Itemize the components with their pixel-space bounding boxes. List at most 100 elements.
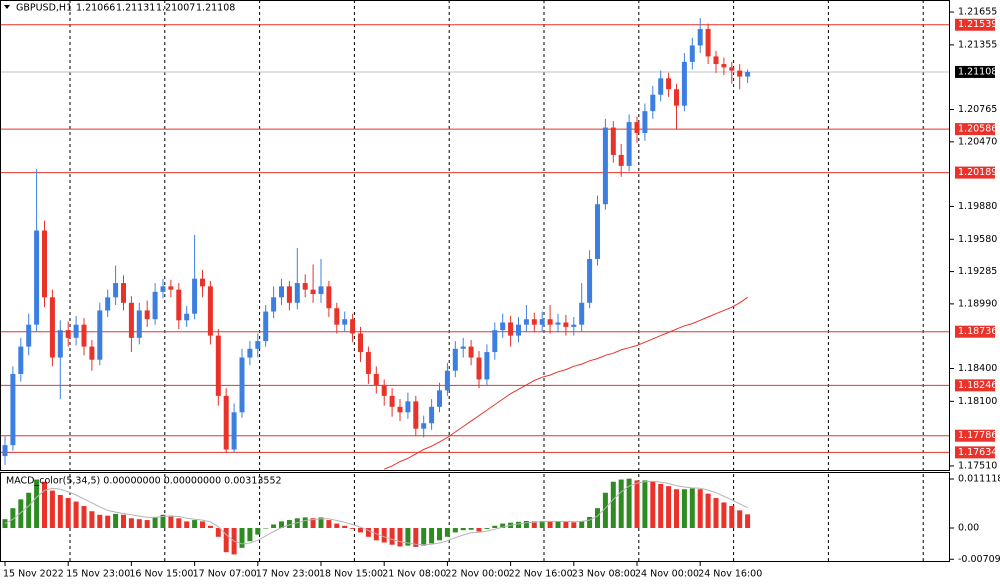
macd-bar bbox=[539, 520, 545, 528]
macd-bar bbox=[587, 516, 593, 528]
macd-bar bbox=[65, 498, 71, 528]
candle-body bbox=[247, 348, 253, 358]
candle-body bbox=[81, 324, 87, 347]
candle-body bbox=[168, 286, 174, 290]
candle-body bbox=[105, 297, 111, 311]
menu-arrow[interactable] bbox=[4, 5, 10, 9]
candle-body bbox=[587, 258, 593, 303]
level-label-box bbox=[955, 18, 995, 31]
macd-bar bbox=[697, 489, 703, 528]
macd-bar bbox=[97, 514, 103, 528]
y-tick-label: 0.00 bbox=[958, 522, 979, 533]
candle-body bbox=[571, 324, 577, 327]
candle-body bbox=[389, 395, 395, 407]
candle-body bbox=[468, 346, 474, 358]
moving-average bbox=[384, 296, 748, 470]
candle-body bbox=[302, 283, 308, 290]
macd-bar bbox=[168, 515, 174, 528]
macd-bar bbox=[634, 480, 640, 528]
candle-body bbox=[207, 286, 213, 336]
candle-body bbox=[705, 29, 711, 57]
candle-body bbox=[460, 346, 466, 349]
candle-body bbox=[602, 127, 608, 205]
candle-body bbox=[626, 122, 632, 166]
candle-body bbox=[381, 384, 387, 396]
macd-bar bbox=[207, 525, 213, 528]
candle-body bbox=[508, 322, 514, 336]
header-open: 1.21066 bbox=[76, 3, 115, 14]
macd-bar bbox=[358, 527, 363, 533]
macd-bar bbox=[563, 521, 569, 528]
level-label: 1.20189 bbox=[958, 167, 997, 178]
candle-body bbox=[160, 286, 166, 292]
x-tick-label: 15 Nov 2022 bbox=[3, 569, 64, 580]
candle-body bbox=[531, 319, 537, 325]
candle-body bbox=[500, 322, 506, 331]
macd-bar bbox=[429, 527, 435, 544]
candle-body bbox=[492, 330, 498, 353]
candle-body bbox=[697, 29, 703, 46]
candle-body bbox=[89, 346, 95, 360]
macd-bar bbox=[350, 527, 356, 529]
candle-body bbox=[215, 335, 221, 396]
y-tick-label: 1.18100 bbox=[958, 396, 997, 407]
y-tick-label: 1.20765 bbox=[958, 104, 997, 115]
macd-bar bbox=[713, 498, 719, 528]
y-tick-label: 1.19285 bbox=[958, 266, 997, 277]
price-panel-frame bbox=[0, 0, 950, 471]
macd-bar bbox=[334, 523, 340, 528]
macd-bar bbox=[547, 521, 553, 528]
macd-bar bbox=[113, 513, 119, 528]
candle-body bbox=[689, 45, 695, 62]
macd-bar bbox=[721, 502, 727, 528]
macd-bar bbox=[49, 490, 55, 528]
candle-body bbox=[650, 94, 656, 112]
x-tick-label: 17 Nov 23:00 bbox=[256, 569, 320, 580]
y-tick-label: 1.19880 bbox=[958, 201, 997, 212]
candle-body bbox=[136, 310, 142, 338]
macd-bar bbox=[389, 527, 395, 545]
y-tick-label: 1.17510 bbox=[958, 460, 997, 471]
macd-bar bbox=[650, 481, 656, 528]
candle-body bbox=[121, 283, 126, 303]
level-label: 1.20586 bbox=[958, 124, 997, 135]
x-tick-label: 18 Nov 15:00 bbox=[319, 569, 383, 580]
macd-bar bbox=[460, 527, 466, 531]
candle-body bbox=[34, 230, 40, 325]
macd-bar bbox=[531, 521, 537, 528]
x-tick-label: 21 Nov 08:00 bbox=[382, 569, 446, 580]
candle-body bbox=[523, 319, 529, 325]
macd-bar bbox=[81, 505, 87, 528]
candle-body bbox=[294, 283, 300, 303]
candle-body bbox=[413, 401, 419, 429]
macd-bar bbox=[215, 527, 221, 537]
candle-body bbox=[65, 330, 71, 338]
candle-body bbox=[350, 319, 356, 334]
macd-bar bbox=[452, 527, 458, 533]
plot bbox=[0, 18, 950, 555]
candle-body bbox=[421, 423, 427, 429]
header-low: 1.21007 bbox=[156, 3, 195, 14]
candle-body bbox=[42, 230, 47, 298]
candle-body bbox=[192, 278, 198, 314]
macd-bar bbox=[255, 527, 261, 535]
x-tick-label: 24 Nov 00:00 bbox=[635, 569, 699, 580]
macd-bar bbox=[302, 517, 308, 528]
macd-bar bbox=[144, 520, 150, 528]
x-tick-label: 22 Nov 00:00 bbox=[445, 569, 509, 580]
macd-bar bbox=[121, 514, 126, 528]
candle-body bbox=[484, 352, 490, 380]
macd-bar bbox=[484, 527, 490, 529]
macd-bar bbox=[745, 514, 751, 528]
candle-body bbox=[642, 111, 648, 134]
candle-body bbox=[563, 322, 569, 327]
candle-body bbox=[729, 67, 735, 71]
candle-body bbox=[713, 56, 719, 65]
candle-body bbox=[286, 286, 292, 303]
candle-body bbox=[263, 311, 269, 342]
macd-bar bbox=[579, 520, 585, 528]
level-label-box bbox=[955, 325, 995, 338]
macd-bar bbox=[57, 494, 63, 528]
y-tick-label: -0.007096 bbox=[958, 554, 1000, 565]
